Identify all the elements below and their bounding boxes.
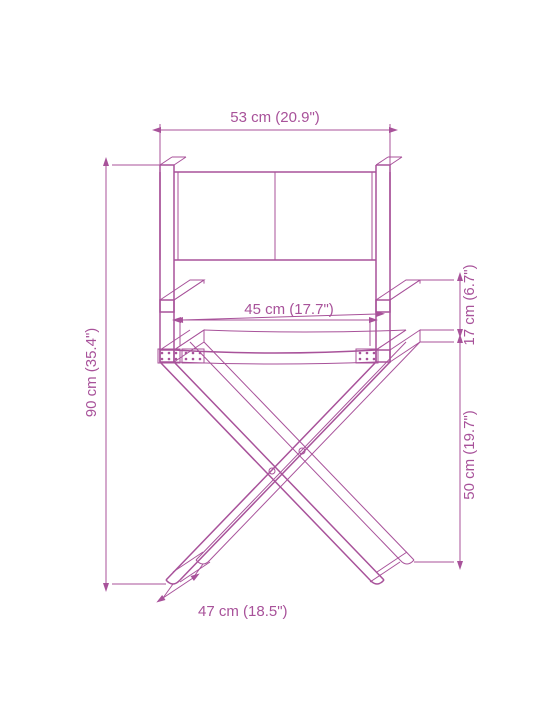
dim-height-total: 90 cm (35.4")	[83, 328, 100, 418]
dim-seat-height: 50 cm (19.7")	[461, 410, 478, 500]
director-chair-diagram	[158, 157, 420, 584]
dim-width-top: 53 cm (20.9")	[230, 109, 320, 126]
dimension-annotations: 53 cm (20.9")45 cm (17.7")47 cm (18.5")9…	[83, 109, 478, 620]
dim-arm-height: 17 cm (6.7")	[461, 264, 478, 345]
dim-depth: 47 cm (18.5")	[198, 603, 288, 620]
